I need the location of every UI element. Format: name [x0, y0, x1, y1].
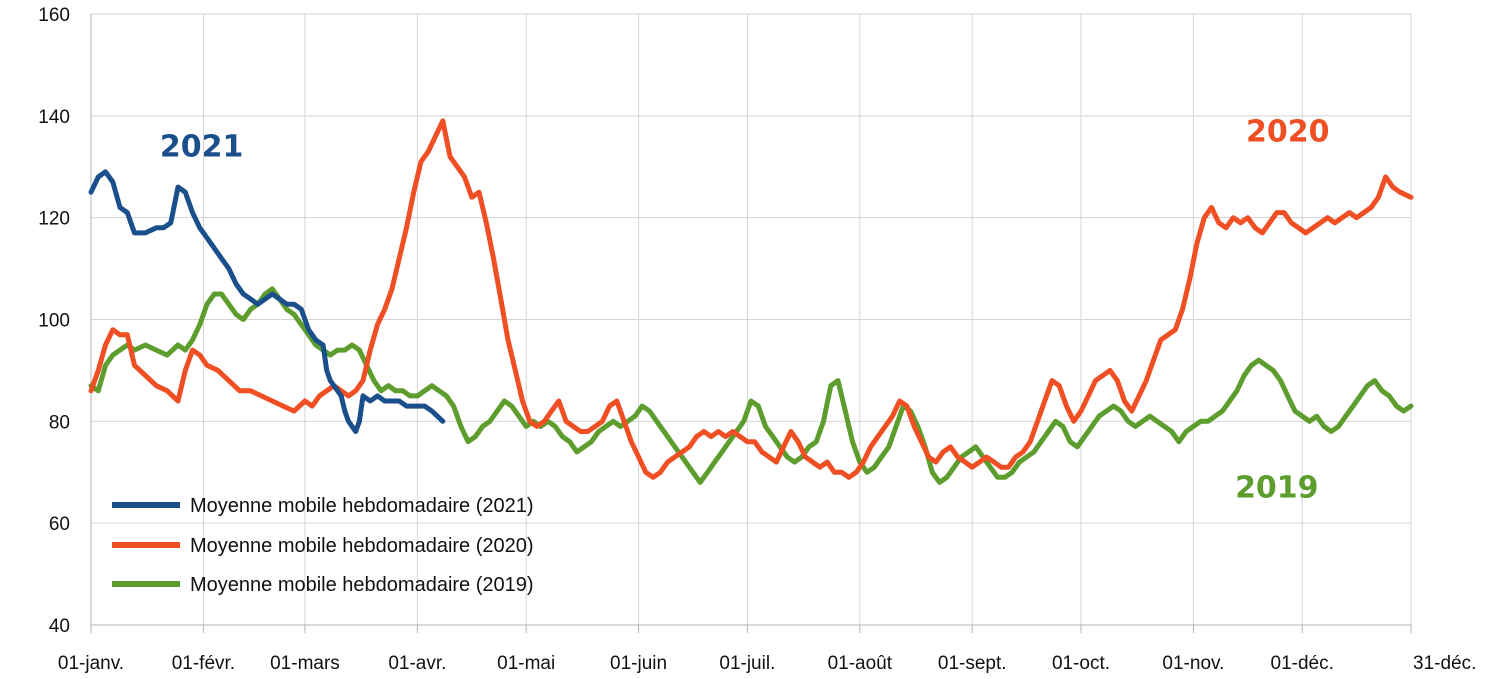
y-tick-labels: 40 60 80 100 120 140 160: [38, 5, 70, 637]
x-tick-label: 01-juil.: [719, 653, 775, 674]
series-line-2021: [88, 169, 446, 434]
y-tick-label: 160: [38, 5, 70, 26]
y-tick-label: 140: [38, 107, 70, 128]
x-tick-label: 01-nov.: [1162, 653, 1224, 674]
gridlines: [90, 13, 1412, 626]
series-annotation-2021: 2021: [160, 130, 244, 165]
axes: [90, 14, 1412, 633]
y-tick-label: 60: [49, 514, 70, 535]
y-tick-label: 40: [49, 616, 70, 637]
y-tick-label: 100: [38, 311, 70, 332]
y-tick-label: 120: [38, 209, 70, 230]
x-tick-label: 01-févr.: [172, 653, 235, 674]
series-line-2019: [88, 286, 1414, 485]
legend-label: Moyenne mobile hebdomadaire (2019): [190, 574, 534, 596]
x-tick-label: 01-avr.: [388, 653, 446, 674]
series-lines: [88, 118, 1414, 485]
x-tick-labels: 01-janv. 01-févr. 01-mars 01-avr. 01-mai 01-j…: [58, 653, 1476, 674]
series-annotations: 2021 2020 2019: [160, 114, 1330, 505]
x-tick-label: 31-déc.: [1413, 653, 1476, 674]
series-annotation-2019: 2019: [1235, 471, 1319, 506]
x-tick-label: 01-juin: [610, 653, 667, 674]
legend: Moyenne mobile hebdomadaire (2021) Moyenn…: [112, 495, 534, 596]
legend-label: Moyenne mobile hebdomadaire (2021): [190, 495, 534, 517]
y-tick-label: 80: [49, 412, 70, 433]
x-tick-label: 01-mai: [497, 653, 555, 674]
x-tick-label: 01-déc.: [1271, 653, 1334, 674]
x-tick-label: 01-sept.: [938, 653, 1007, 674]
series-annotation-2020: 2020: [1246, 114, 1330, 149]
x-tick-label: 01-janv.: [58, 653, 124, 674]
x-tick-label: 01-mars: [270, 653, 340, 674]
x-tick-label: 01-août: [828, 653, 893, 674]
legend-label: Moyenne mobile hebdomadaire (2020): [190, 535, 534, 557]
series-line-2020: [88, 118, 1414, 480]
x-tick-label: 01-oct.: [1052, 653, 1110, 674]
